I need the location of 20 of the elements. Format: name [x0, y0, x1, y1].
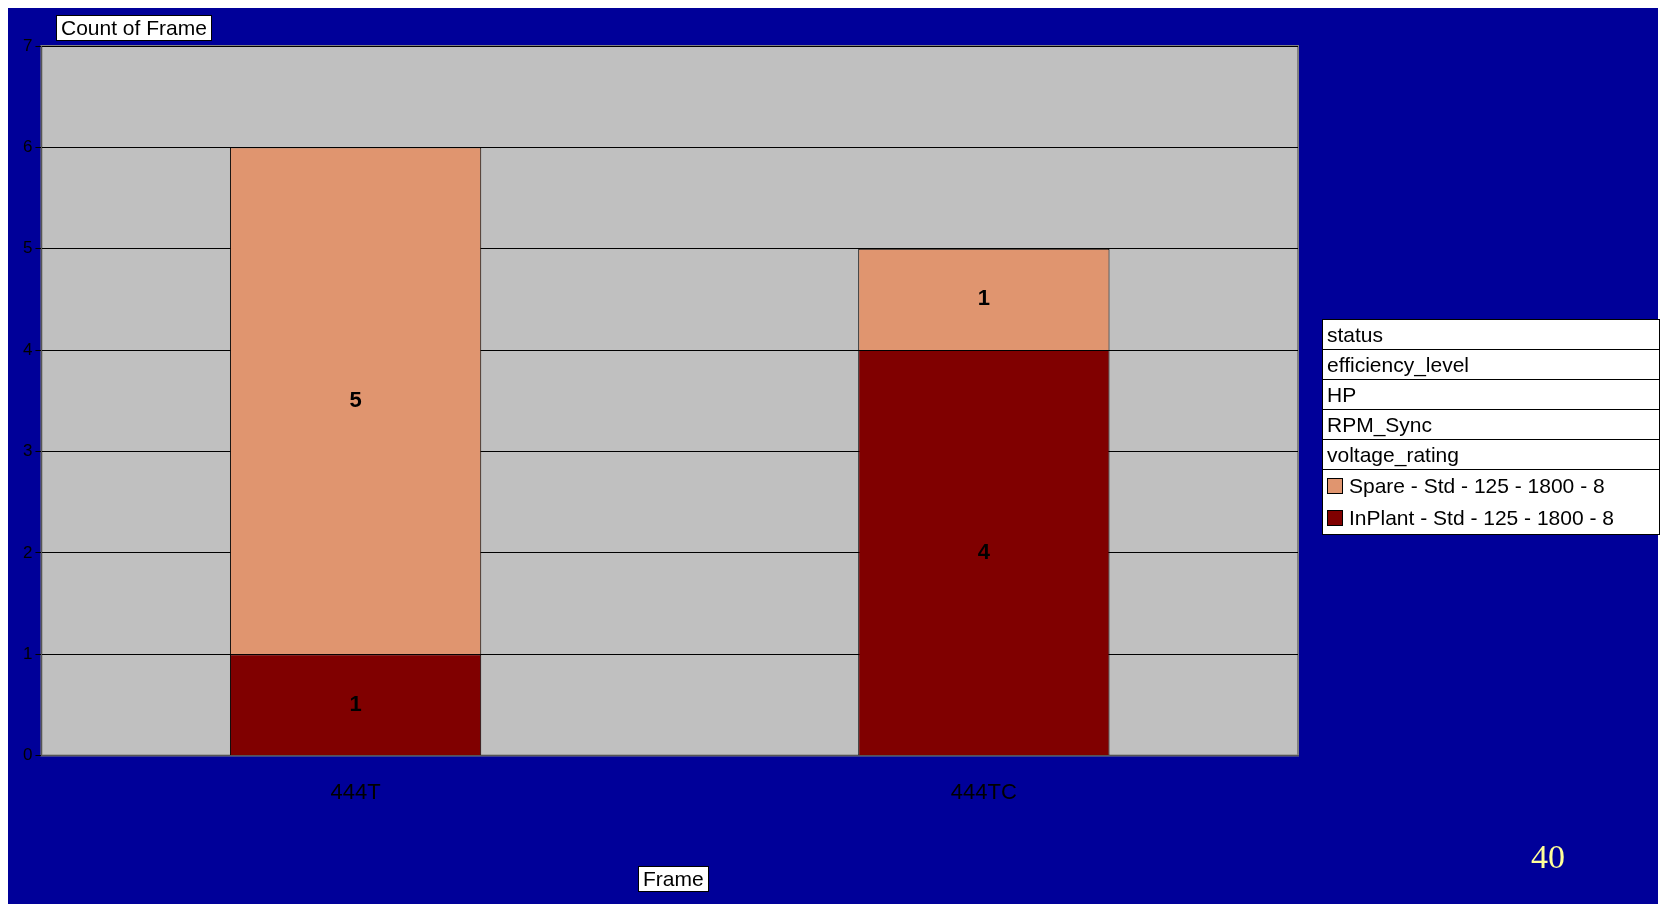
- y-tick-label: 2: [22, 542, 33, 562]
- legend-title: status efficiency_level HP RPM_Sync voltage_rating: [1326, 322, 1471, 469]
- data-label: 1: [349, 690, 362, 716]
- text: 40: [1531, 838, 1565, 876]
- x-axis-title: Frame: [638, 866, 709, 892]
- y-tick-label: 3: [22, 441, 33, 461]
- data-label: 1: [977, 285, 990, 311]
- y-axis-title: Count of Frame: [56, 15, 212, 41]
- y-tick-label: 1: [22, 643, 33, 663]
- y-tick-label: 6: [22, 137, 33, 157]
- x-tick-label: 444T: [330, 778, 381, 804]
- y-tick-label: 0: [22, 745, 33, 765]
- y-tick-label: 5: [22, 238, 33, 258]
- y-tick-label: 7: [22, 35, 33, 55]
- legend-label: InPlant - Std - 125 - 1800 - 8: [1349, 505, 1614, 531]
- x-tick-label: 444TC: [950, 778, 1017, 804]
- data-label: 5: [349, 386, 362, 412]
- legend-label: Spare - Std - 125 - 1800 - 8: [1349, 473, 1605, 499]
- data-label: 4: [977, 538, 991, 564]
- y-tick-label: 4: [22, 339, 33, 359]
